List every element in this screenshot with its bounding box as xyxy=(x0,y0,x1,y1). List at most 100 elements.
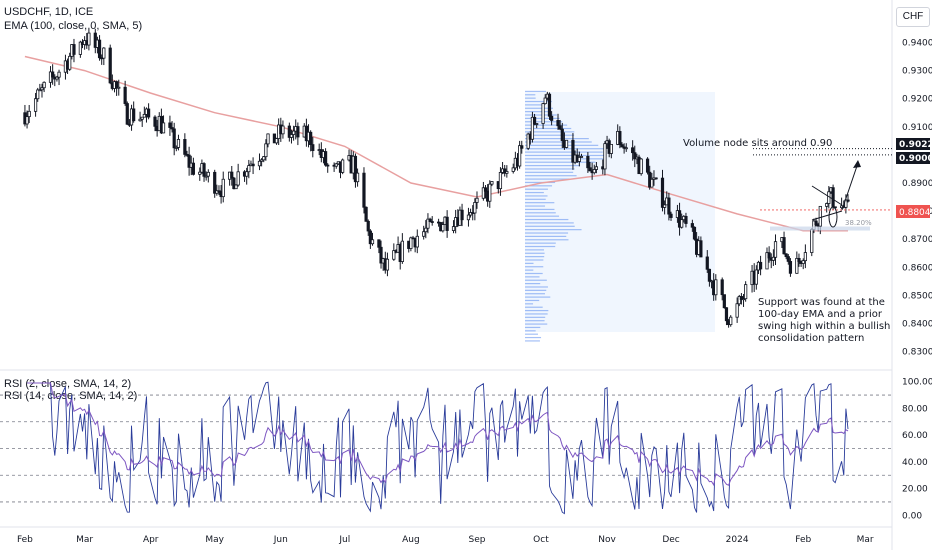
candle-body xyxy=(483,187,488,192)
candle-body xyxy=(213,171,217,194)
volume-profile-bar xyxy=(525,336,542,339)
candle-body xyxy=(183,139,187,155)
candle-body xyxy=(125,103,129,125)
volume-profile-bar xyxy=(525,205,546,207)
symbol-title[interactable]: USDCHF, 1D, ICE xyxy=(4,6,94,18)
volume-profile-bar xyxy=(525,104,545,106)
candle-body xyxy=(266,133,270,145)
candle-body xyxy=(814,220,818,226)
rsi-tick-label: 0.00 xyxy=(902,511,922,521)
volume-profile-bar xyxy=(525,232,569,234)
candle-body xyxy=(379,246,383,264)
volume-profile-bar xyxy=(525,185,553,187)
candle-body xyxy=(424,227,428,233)
rsi14-indicator-label[interactable]: RSI (14, close, SMA, 14, 2) xyxy=(4,390,138,402)
volume-profile-bar xyxy=(525,134,575,136)
volume-profile-bar xyxy=(525,94,536,96)
volume-profile-bar xyxy=(525,141,592,143)
candle-body xyxy=(221,178,225,198)
fib-zone xyxy=(770,226,870,231)
volume-profile-bar xyxy=(525,269,534,271)
candle-body xyxy=(707,268,712,282)
candle-body xyxy=(784,253,788,258)
candle-body xyxy=(526,133,530,149)
candle-body xyxy=(445,216,449,231)
candle-body xyxy=(292,130,296,135)
candle-body xyxy=(409,237,413,249)
candle-body xyxy=(260,159,264,162)
candle-body xyxy=(520,145,524,149)
volume-profile-bar xyxy=(525,154,604,157)
candle-body xyxy=(744,284,748,300)
x-tick-label: Aug xyxy=(402,535,420,545)
candle-body xyxy=(801,260,805,264)
candle-body xyxy=(532,116,537,125)
candle-body xyxy=(530,116,535,140)
candle-body xyxy=(633,152,637,160)
pattern-upper-trendline xyxy=(811,185,843,206)
volume-profile-bar xyxy=(525,316,546,318)
candle-body xyxy=(311,144,315,151)
candle-body xyxy=(603,143,607,170)
volume-profile-bar xyxy=(525,198,546,200)
volume-profile-bar xyxy=(525,239,569,241)
candle-body xyxy=(132,108,136,122)
volume-profile-bar xyxy=(525,158,604,160)
volume-profile-bar xyxy=(525,127,572,130)
volume-profile-bar xyxy=(525,272,543,275)
candle-body xyxy=(680,219,684,228)
candle-body xyxy=(475,197,479,203)
candle-body xyxy=(38,89,42,92)
volume-profile-bar xyxy=(525,259,544,261)
volume-profile-bar xyxy=(525,168,575,170)
candle-body xyxy=(631,147,635,154)
candle-body xyxy=(550,115,554,121)
candle-body xyxy=(846,199,850,202)
volume-profile-bar xyxy=(525,195,548,197)
candle-body xyxy=(257,160,262,167)
candle-body xyxy=(174,147,178,149)
currency-button[interactable]: CHF xyxy=(896,7,930,27)
candle-body xyxy=(27,110,31,118)
volume-profile-bar xyxy=(525,283,541,285)
projection-arrow-head xyxy=(853,160,861,168)
candle-body xyxy=(490,181,494,185)
x-tick-label: 2024 xyxy=(726,535,749,545)
candle-body xyxy=(385,258,390,271)
volume-profile-bar xyxy=(525,90,547,93)
candle-body xyxy=(473,202,477,214)
candle-body xyxy=(422,231,426,237)
candle-body xyxy=(426,218,430,229)
candle-body xyxy=(451,226,456,231)
candle-body xyxy=(737,296,741,305)
candle-body xyxy=(187,154,191,168)
x-tick-label: Sep xyxy=(469,535,486,545)
rsi-tick-label: 60.00 xyxy=(902,431,928,441)
candle-body xyxy=(639,158,643,175)
volume-profile-bar xyxy=(525,229,582,231)
candle-body xyxy=(206,171,210,177)
volume-profile-bar xyxy=(525,208,555,211)
volume-profile-bar xyxy=(525,262,534,264)
projection-arrow-line xyxy=(841,162,859,211)
volume-profile-bar xyxy=(525,303,534,305)
candle-body xyxy=(831,187,835,208)
rsi2-indicator-label[interactable]: RSI (2, close, SMA, 14, 2) xyxy=(4,378,132,390)
candle-body xyxy=(558,125,562,130)
volume-profile-bar xyxy=(525,138,589,140)
candle-body xyxy=(481,187,485,199)
candle-body xyxy=(247,165,251,173)
rsi-lines xyxy=(27,381,849,515)
volume-profile-bar xyxy=(525,191,544,194)
x-tick-label: Oct xyxy=(533,535,549,545)
volume-profile-bar xyxy=(525,171,574,173)
ema-indicator-label[interactable]: EMA (100, close, 0, SMA, 5) xyxy=(4,20,143,32)
candle-body xyxy=(172,128,176,149)
volume-profile-bar xyxy=(525,333,538,335)
candle-body xyxy=(170,127,174,130)
volume-profile-bar xyxy=(525,340,540,342)
support-note-line-3: swing high within a bullish xyxy=(758,321,890,332)
